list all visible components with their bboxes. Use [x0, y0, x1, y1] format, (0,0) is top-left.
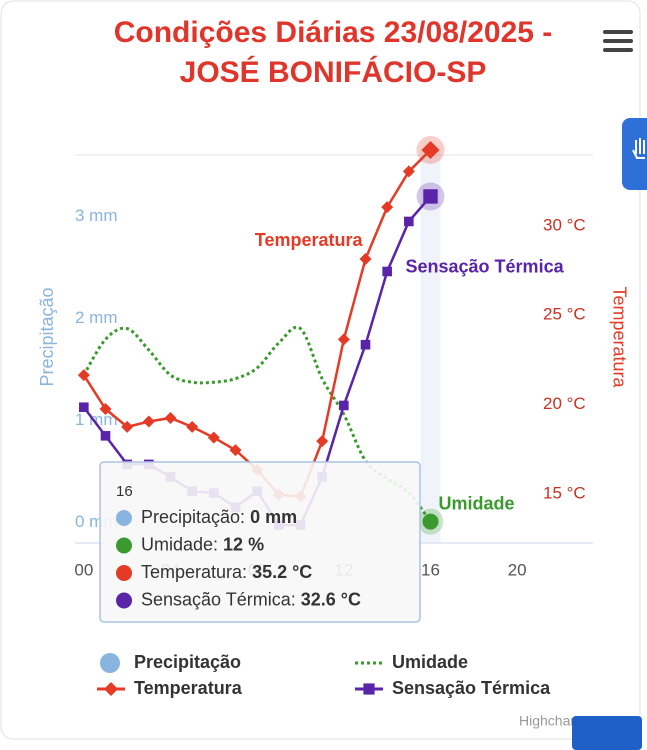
tooltip-label: Temperatura:: [141, 562, 252, 582]
data-point: [99, 403, 112, 416]
data-point: [404, 216, 414, 227]
tooltip-value: 35.2 °C: [252, 562, 312, 582]
legend-symbol: [100, 653, 120, 673]
tooltip-swatch: [116, 537, 132, 554]
data-point: [186, 420, 199, 433]
tooltip-label: Sensação Térmica:: [141, 589, 301, 609]
humidity-line: [82, 325, 432, 523]
data-point: [423, 189, 438, 204]
series-label: Umidade: [439, 493, 515, 513]
data-point: [229, 444, 242, 457]
tooltip-row: Sensação Térmica: 32.6 °C: [141, 589, 361, 609]
y2-tick-label: 15 °C: [543, 483, 586, 502]
tooltip-value: 12 %: [223, 534, 264, 554]
legend-item[interactable]: Precipitação: [100, 652, 241, 673]
data-point: [337, 333, 350, 346]
series-label: Sensação Térmica: [406, 256, 565, 276]
hover-band: [420, 150, 441, 543]
tooltip-row: Temperatura: 35.2 °C: [141, 562, 312, 582]
x-tick-label: 16: [421, 560, 440, 579]
x-tick-label: 20: [508, 560, 527, 579]
legend-item[interactable]: Umidade: [355, 652, 468, 672]
legend-label: Precipitação: [134, 652, 241, 672]
series-label: Temperatura: [255, 230, 364, 250]
legend-item[interactable]: Temperatura: [97, 678, 243, 698]
y2-tick-label: 25 °C: [543, 305, 586, 324]
y-tick-label: 2 mm: [75, 308, 118, 327]
corner-button[interactable]: [572, 716, 642, 750]
data-point: [382, 266, 392, 277]
y-tick-label: 1 mm: [75, 410, 118, 429]
tooltip-row: Precipitação: 0 mm: [141, 507, 297, 527]
tooltip-value: 0 mm: [250, 507, 297, 527]
tooltip-swatch: [116, 592, 132, 609]
x-tick-label: 00: [74, 560, 93, 579]
tooltip-swatch: [116, 510, 132, 526]
legend: Precipitação Umidade Temperatura Sensação T…: [97, 652, 551, 698]
y-axis-title: Precipitação: [37, 287, 57, 386]
tooltip-header: 16: [116, 483, 133, 500]
data-point: [360, 339, 371, 350]
legend-label: Temperatura: [134, 678, 243, 698]
data-point: [316, 435, 329, 448]
chart-title: JOSÉ BONIFÁCIO-SP: [180, 55, 487, 89]
data-point: [402, 165, 415, 178]
tooltip-label: Umidade:: [141, 534, 223, 554]
data-point: [359, 252, 372, 265]
data-point: [421, 141, 440, 159]
chart-title: Condições Diárias 23/08/2025 -: [114, 16, 553, 49]
legend-marker: [104, 682, 118, 696]
y2-axis-title: Temperatura: [609, 286, 629, 388]
data-point: [77, 369, 90, 382]
y2-tick-label: 30 °C: [543, 215, 586, 234]
tooltip: 16 Precipitação: 0 mm Umidade: 12 % Tempera…: [99, 461, 421, 623]
legend-label: Sensação Térmica: [392, 678, 551, 698]
data-point: [121, 420, 134, 433]
humidity-point: [422, 513, 439, 530]
data-point: [339, 400, 349, 411]
data-point: [164, 411, 177, 424]
tooltip-label: Precipitação:: [141, 507, 250, 527]
data-point: [381, 201, 394, 214]
tooltip-row: Umidade: 12 %: [141, 534, 264, 554]
legend-marker: [363, 683, 375, 695]
data-point: [100, 431, 111, 441]
data-point: [142, 415, 155, 428]
tooltip-value: 32.6 °C: [301, 589, 361, 609]
side-tab[interactable]: [622, 118, 647, 190]
tooltip-swatch: [116, 565, 132, 581]
card: [0, 0, 641, 740]
data-point: [207, 431, 220, 444]
legend-label: Umidade: [392, 652, 468, 672]
tooltip-box: [99, 461, 421, 623]
menu-button[interactable]: [603, 30, 633, 52]
y2-tick-label: 20 °C: [543, 394, 586, 413]
y-tick-label: 3 mm: [75, 206, 118, 225]
legend-item[interactable]: Sensação Térmica: [355, 678, 551, 698]
data-point: [79, 402, 89, 413]
